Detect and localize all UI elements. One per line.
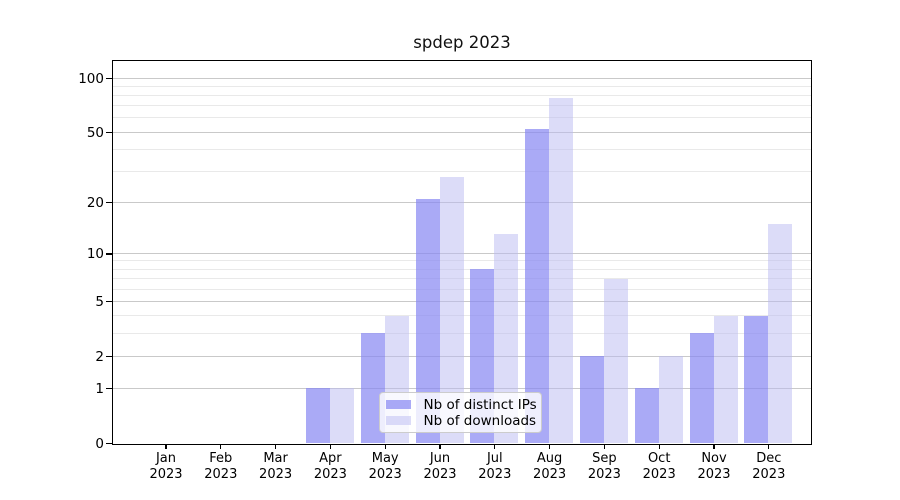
y-axis-tick-label: 2 [95, 348, 104, 365]
x-tick-label-line: May [371, 451, 399, 466]
minor-gridline [112, 117, 811, 119]
x-tick-mark [384, 444, 386, 449]
x-tick-label-line: Sep [592, 451, 617, 466]
x-axis-tick-label: Oct 2023 [624, 451, 694, 482]
x-tick-label-line: Feb [209, 451, 233, 466]
x-tick-mark [494, 444, 496, 449]
x-tick-label-line: Oct [647, 451, 671, 466]
minor-gridline [112, 94, 811, 96]
x-tick-mark [548, 444, 551, 449]
y-tick-mark [106, 355, 112, 358]
x-tick-label-line: Aug [536, 451, 563, 466]
x-tick-label-line: 2023 [697, 466, 731, 482]
bar-downloads [603, 278, 628, 443]
x-tick-label-line: Jul [486, 451, 503, 466]
legend-entry-downloads: Nb of downloads [385, 413, 536, 429]
x-tick-label-line: Apr [319, 451, 342, 466]
minor-gridline [112, 170, 811, 172]
x-axis-tick-label: Apr 2023 [295, 451, 365, 482]
y-axis-tick-label: 1 [95, 380, 104, 397]
x-tick-label-line: 2023 [313, 466, 347, 482]
x-tick-mark [439, 444, 441, 449]
y-axis-tick-label: 20 [86, 194, 104, 211]
bar-distinct-ips [744, 315, 769, 443]
x-tick-label-line: Nov [701, 451, 727, 466]
chart-legend: Nb of distinct IPs Nb of downloads [378, 391, 542, 433]
bar-downloads [549, 98, 574, 443]
y-axis-tick-label: 0 [95, 435, 104, 452]
x-tick-label-line: 2023 [204, 466, 238, 482]
chart-title: spdep 2023 [413, 33, 511, 52]
x-axis-tick-label: Aug 2023 [515, 451, 585, 482]
x-tick-label-line: 2023 [642, 466, 676, 482]
x-tick-label-line: 2023 [752, 466, 786, 482]
x-tick-label-line: Jun [429, 451, 451, 466]
bar-distinct-ips [634, 388, 659, 443]
x-axis-tick-label: Sep 2023 [569, 451, 639, 482]
major-gridline [112, 131, 811, 133]
bar-downloads [329, 388, 354, 443]
x-tick-label-line: 2023 [368, 466, 402, 482]
x-tick-label-line: 2023 [149, 466, 183, 482]
minor-gridline [112, 148, 811, 150]
y-axis-tick-label: 10 [86, 245, 104, 262]
x-tick-label-line: Mar [263, 451, 288, 466]
bar-downloads [768, 223, 793, 443]
y-axis-tick-label: 5 [95, 293, 104, 310]
y-tick-mark [106, 387, 112, 390]
x-tick-label-line: 2023 [587, 466, 621, 482]
legend-label-downloads: Nb of downloads [423, 412, 537, 429]
bar-downloads [658, 356, 683, 443]
major-gridline [112, 77, 811, 79]
plot-canvas: Nb of distinct IPs Nb of downloads [112, 61, 811, 444]
y-tick-mark [106, 131, 112, 134]
bar-distinct-ips [689, 333, 714, 443]
legend-label-distinct-ips: Nb of distinct IPs [423, 396, 537, 413]
y-tick-mark [106, 442, 112, 445]
x-axis-tick-label: Jan 2023 [131, 451, 201, 482]
x-axis-tick-label: Jul 2023 [460, 451, 530, 482]
x-axis-tick-label: Dec 2023 [734, 451, 804, 482]
y-axis-tick-label: 100 [78, 70, 104, 87]
x-tick-label-line: Jan [155, 451, 177, 466]
x-axis-tick-label: Mar 2023 [241, 451, 311, 482]
x-tick-mark [165, 444, 167, 449]
x-tick-mark [220, 444, 222, 449]
bar-distinct-ips [525, 129, 550, 443]
y-tick-mark [106, 77, 112, 80]
x-tick-mark [603, 444, 606, 449]
legend-entry-distinct-ips: Nb of distinct IPs [385, 397, 537, 413]
y-tick-mark [106, 301, 112, 303]
x-tick-mark [713, 444, 715, 449]
x-tick-label-line: 2023 [533, 466, 567, 482]
x-tick-label-line: 2023 [423, 466, 457, 482]
x-tick-mark [658, 444, 660, 449]
legend-swatch-distinct-ips [385, 400, 411, 409]
x-tick-label-line: 2023 [478, 466, 512, 482]
y-tick-mark [106, 253, 112, 255]
minor-gridline [112, 85, 811, 87]
x-axis-tick-label: Jun 2023 [405, 451, 475, 482]
x-axis-tick-label: Nov 2023 [679, 451, 749, 482]
minor-gridline [112, 105, 811, 107]
y-tick-mark [106, 202, 112, 204]
plot-area: Nb of distinct IPs Nb of downloads [111, 59, 812, 445]
legend-swatch-downloads [385, 416, 411, 425]
x-tick-mark [274, 444, 277, 449]
x-tick-label-line: Dec [756, 451, 782, 466]
x-tick-label-line: 2023 [259, 466, 293, 482]
x-tick-mark [768, 444, 770, 449]
bar-downloads [713, 315, 738, 443]
bar-distinct-ips [305, 388, 330, 443]
x-tick-mark [329, 444, 332, 449]
x-axis-tick-label: May 2023 [350, 451, 420, 482]
bar-distinct-ips [579, 356, 604, 443]
y-axis-tick-label: 50 [86, 124, 104, 141]
x-axis-tick-label: Feb 2023 [186, 451, 256, 482]
